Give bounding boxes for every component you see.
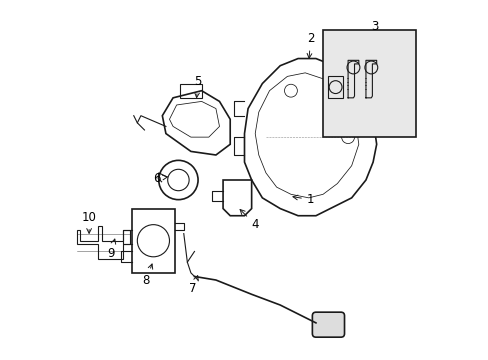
Bar bbox=[180, 84, 201, 98]
Bar bbox=[328, 76, 342, 98]
Text: 5: 5 bbox=[194, 75, 202, 98]
Bar bbox=[132, 208, 175, 273]
Text: 1: 1 bbox=[292, 193, 314, 206]
Bar bbox=[323, 30, 415, 137]
Text: 2: 2 bbox=[306, 32, 314, 58]
Text: 9: 9 bbox=[106, 239, 116, 260]
Text: 8: 8 bbox=[142, 264, 152, 287]
Text: 10: 10 bbox=[81, 211, 96, 233]
Text: 7: 7 bbox=[188, 276, 198, 296]
FancyBboxPatch shape bbox=[312, 312, 344, 337]
Text: 4: 4 bbox=[240, 210, 259, 231]
Text: 3: 3 bbox=[370, 20, 378, 33]
Text: 6: 6 bbox=[153, 172, 167, 185]
